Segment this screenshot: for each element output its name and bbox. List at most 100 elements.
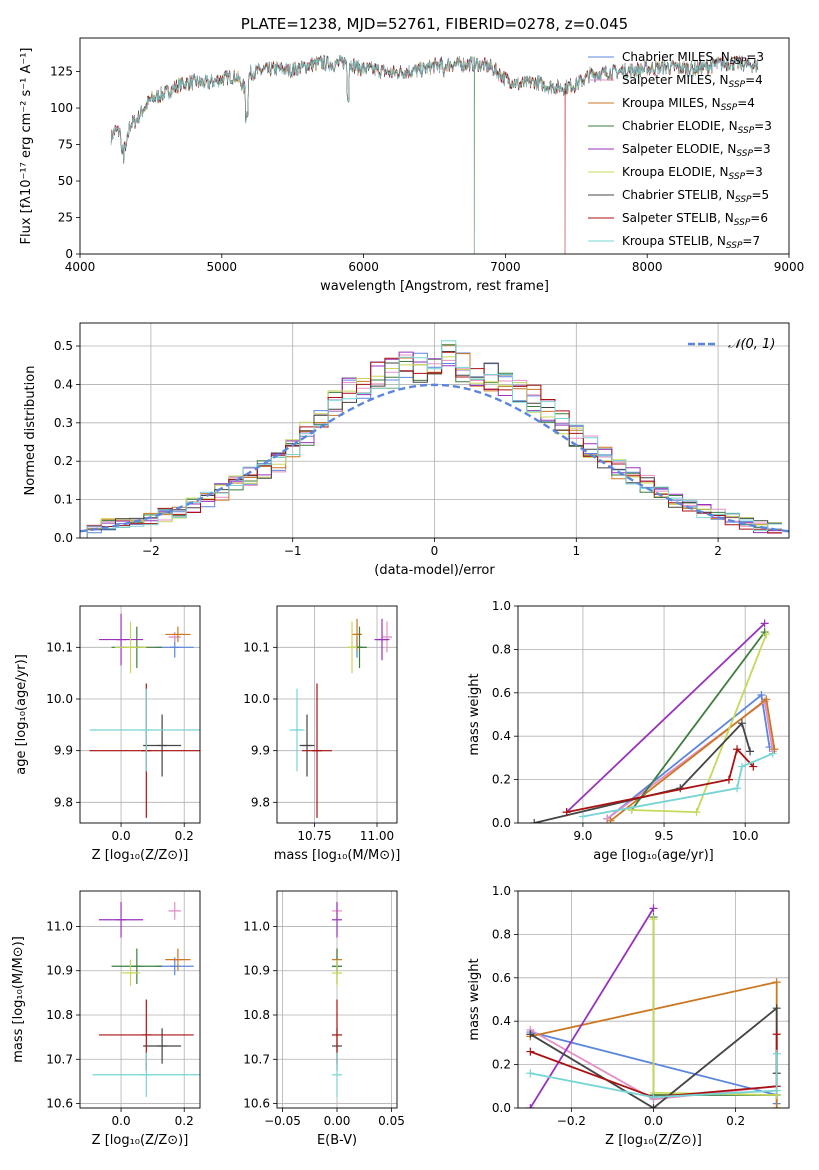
y-tick-label: 0.4 [54, 377, 73, 391]
weight-marker [649, 915, 658, 924]
residuals-panel: −2 −1 0 1 2 0.0 0.1 0.2 0.3 0.4 0.5 (data-model)/er… [23, 322, 790, 578]
x-tick-label: 9.5 [655, 829, 674, 843]
legend-subscript: SSP [736, 149, 753, 159]
age-vs-z-panel: 0.0 0.2 9.8 9.9 10.0 10.1 Z [log₁₀(Z/Z⊙)] age [… [14, 605, 201, 863]
axes-frame [79, 890, 201, 1109]
weight-vs-age-panel: 9.0 9.5 10.0 0.0 0.2 0.4 0.6 0.8 1.0 age [log₁₀(a… [467, 599, 790, 863]
y-tick-label: 10.7 [46, 1052, 73, 1066]
legend-subscript: SSP [730, 57, 747, 67]
x-tick-label: 9.0 [573, 829, 592, 843]
x-tick-label: 0.00 [324, 1114, 351, 1128]
x-tick-label: 1 [572, 544, 580, 558]
weight-marker [733, 745, 742, 754]
y-tick-label: 0.8 [492, 642, 511, 656]
legend-label: Salpeter ELODIE, NSSP=3 [622, 142, 771, 159]
y-tick-label: 100 [50, 101, 73, 115]
age-vs-mass-panel: 10.75 11.00 9.8 9.9 10.0 10.1 mass [log₁₀(M/M⊙… [243, 605, 400, 863]
weight-marker [762, 695, 771, 704]
y-tick-label: 9.9 [54, 744, 73, 758]
errorbars [89, 613, 200, 818]
y-tick-label: 0.1 [54, 493, 73, 507]
axes-frame [276, 890, 398, 1109]
legend-suffix: =3 [746, 50, 764, 64]
x-tick-label: 0.0 [112, 1114, 131, 1128]
y-tick-label: 10.8 [243, 1008, 270, 1022]
legend-suffix: =7 [742, 234, 760, 248]
weight-marker [526, 1047, 535, 1056]
axes-frame [517, 605, 790, 824]
y-tick-label: 0.0 [492, 1101, 511, 1115]
x-axis-label: Z [log₁₀(Z/Z⊙)] [92, 1133, 189, 1148]
legend-subscript: SSP [721, 103, 738, 113]
errorbars [92, 902, 200, 1097]
legend-name: Kroupa MILES, N [622, 96, 721, 110]
weight-series-line [582, 752, 774, 818]
y-tick-label: 10.1 [243, 640, 270, 654]
legend-label: Kroupa MILES, NSSP=4 [622, 96, 755, 113]
weight-marker [692, 808, 701, 817]
weight-marker [526, 1104, 535, 1108]
legend-suffix: =5 [752, 188, 770, 202]
legend-suffix: =6 [750, 211, 768, 225]
x-tick-label: −0.05 [264, 1114, 301, 1128]
legend-label: Kroupa STELIB, NSSP=7 [622, 234, 760, 251]
legend-subscript: SSP [726, 241, 743, 251]
weight-marker [733, 784, 742, 793]
legend-label: Salpeter MILES, NSSP=4 [622, 73, 763, 90]
weight-marker [562, 808, 571, 817]
weight-marker [749, 762, 758, 771]
legend-label: Chabrier STELIB, NSSP=5 [622, 188, 769, 205]
y-axis-label: Flux [fλ10⁻¹⁷ erg cm⁻² s⁻¹ A⁻¹] [19, 48, 34, 245]
histograms [80, 340, 789, 538]
weight-series-line [529, 907, 655, 1108]
weight-marker [526, 1069, 535, 1078]
weight-series-line [566, 622, 766, 813]
x-tick-label: 0.0 [112, 829, 131, 843]
weight-marker [757, 690, 766, 699]
y-tick-label: 9.8 [54, 795, 73, 809]
weight-marker [649, 1093, 658, 1102]
x-tick-label: −0.2 [557, 1114, 586, 1128]
y-tick-label: 0 [65, 247, 73, 261]
y-axis-label: age [log₁₀(age/yr)] [14, 654, 29, 775]
weight-series-line [530, 1053, 778, 1099]
y-tick-label: 10.6 [46, 1097, 73, 1111]
legend-name: Kroupa ELODIE, N [622, 165, 729, 179]
legend-suffix: =4 [737, 96, 755, 110]
weight-marker [724, 775, 733, 784]
y-tick-label: 0.2 [54, 454, 73, 468]
y-tick-label: 11.0 [46, 919, 73, 933]
y-tick-label: 11.0 [243, 919, 270, 933]
spectrum-panel: PLATE=1238, MJD=52761, FIBERID=0278, z=0… [19, 15, 804, 294]
legend-name: Chabrier STELIB, N [622, 188, 735, 202]
x-tick-label: 10.0 [732, 829, 759, 843]
y-tick-label: 0.4 [492, 1014, 511, 1028]
weight-marker [772, 1104, 781, 1108]
weight-marker [606, 816, 615, 823]
legend-subscript: SSP [729, 172, 746, 182]
weight-marker [772, 1049, 781, 1058]
y-tick-label: 10.9 [243, 964, 270, 978]
weight-vs-z-panel: −0.2 0.0 0.2 0.0 0.2 0.4 0.6 0.8 1.0 Z [log₁₀(Z/Z… [467, 884, 790, 1148]
legend-suffix: =4 [745, 73, 763, 87]
axes-frame [517, 890, 790, 1109]
x-tick-label: −2 [142, 544, 160, 558]
legend-name: Salpeter ELODIE, N [622, 142, 736, 156]
legend-label: 𝒩(0, 1) [728, 337, 775, 352]
normal-curve [80, 383, 789, 533]
weight-series-line [630, 631, 766, 811]
spectrum-series-line [110, 54, 759, 163]
x-tick-label: 2 [714, 544, 722, 558]
legend-name: Kroupa STELIB, N [622, 234, 726, 248]
errorbars [332, 902, 342, 1097]
axes-frame [276, 605, 398, 824]
legend-subscript: SSP [735, 195, 752, 205]
y-tick-label: 25 [58, 211, 73, 225]
y-tick-label: 9.9 [251, 744, 270, 758]
legend-suffix: =3 [753, 142, 771, 156]
x-tick-label: 0.05 [378, 1114, 405, 1128]
y-tick-label: 10.6 [243, 1097, 270, 1111]
weight-marker [762, 630, 771, 639]
y-tick-label: 1.0 [492, 599, 511, 613]
legend-suffix: =3 [754, 119, 772, 133]
